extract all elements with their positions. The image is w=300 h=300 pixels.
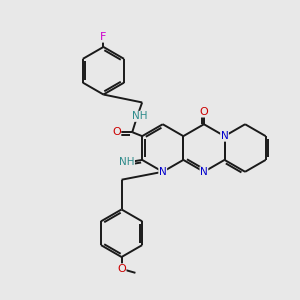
Text: NH: NH: [132, 111, 147, 121]
Text: NH: NH: [119, 157, 134, 167]
Text: O: O: [117, 264, 126, 274]
Text: N: N: [220, 131, 228, 141]
Text: N: N: [200, 167, 208, 177]
Text: N: N: [159, 167, 166, 177]
Text: F: F: [100, 32, 106, 42]
Text: O: O: [200, 107, 208, 117]
Text: O: O: [112, 127, 121, 137]
